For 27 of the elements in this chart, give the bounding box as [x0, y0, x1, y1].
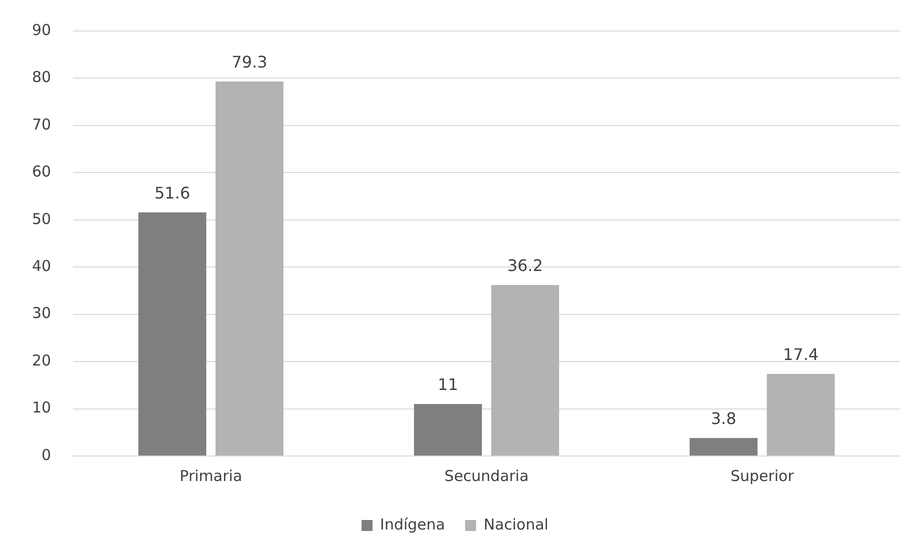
y-tick-label: 20: [32, 351, 52, 370]
x-tick-label: Superior: [730, 466, 795, 485]
x-tick-label: Secundaria: [444, 466, 529, 485]
y-tick-label: 80: [32, 68, 52, 86]
y-tick-label: 10: [32, 398, 52, 417]
bar: [491, 285, 560, 456]
bar: [766, 374, 835, 456]
legend-label: Nacional: [484, 515, 548, 534]
x-tick-label: Primaria: [180, 466, 242, 485]
y-tick-label: 90: [32, 20, 52, 39]
data-label: 3.8: [710, 409, 736, 428]
data-label: 11: [438, 375, 458, 394]
bar: [414, 404, 482, 456]
data-label: 17.4: [782, 344, 819, 364]
bar: [138, 212, 206, 456]
y-tick-label: 50: [32, 210, 52, 228]
y-tick-label: 40: [32, 257, 52, 275]
data-label: 36.2: [507, 256, 543, 276]
data-label: 51.6: [154, 183, 190, 202]
data-label: 79.3: [232, 52, 268, 72]
bar: [690, 438, 758, 456]
y-tick-label: 60: [32, 162, 52, 181]
y-tick-label: 70: [32, 115, 52, 134]
legend-label: Indígena: [380, 515, 446, 534]
bar: [216, 82, 284, 456]
y-tick-label: 30: [32, 304, 52, 322]
y-tick-label: 0: [42, 446, 52, 464]
